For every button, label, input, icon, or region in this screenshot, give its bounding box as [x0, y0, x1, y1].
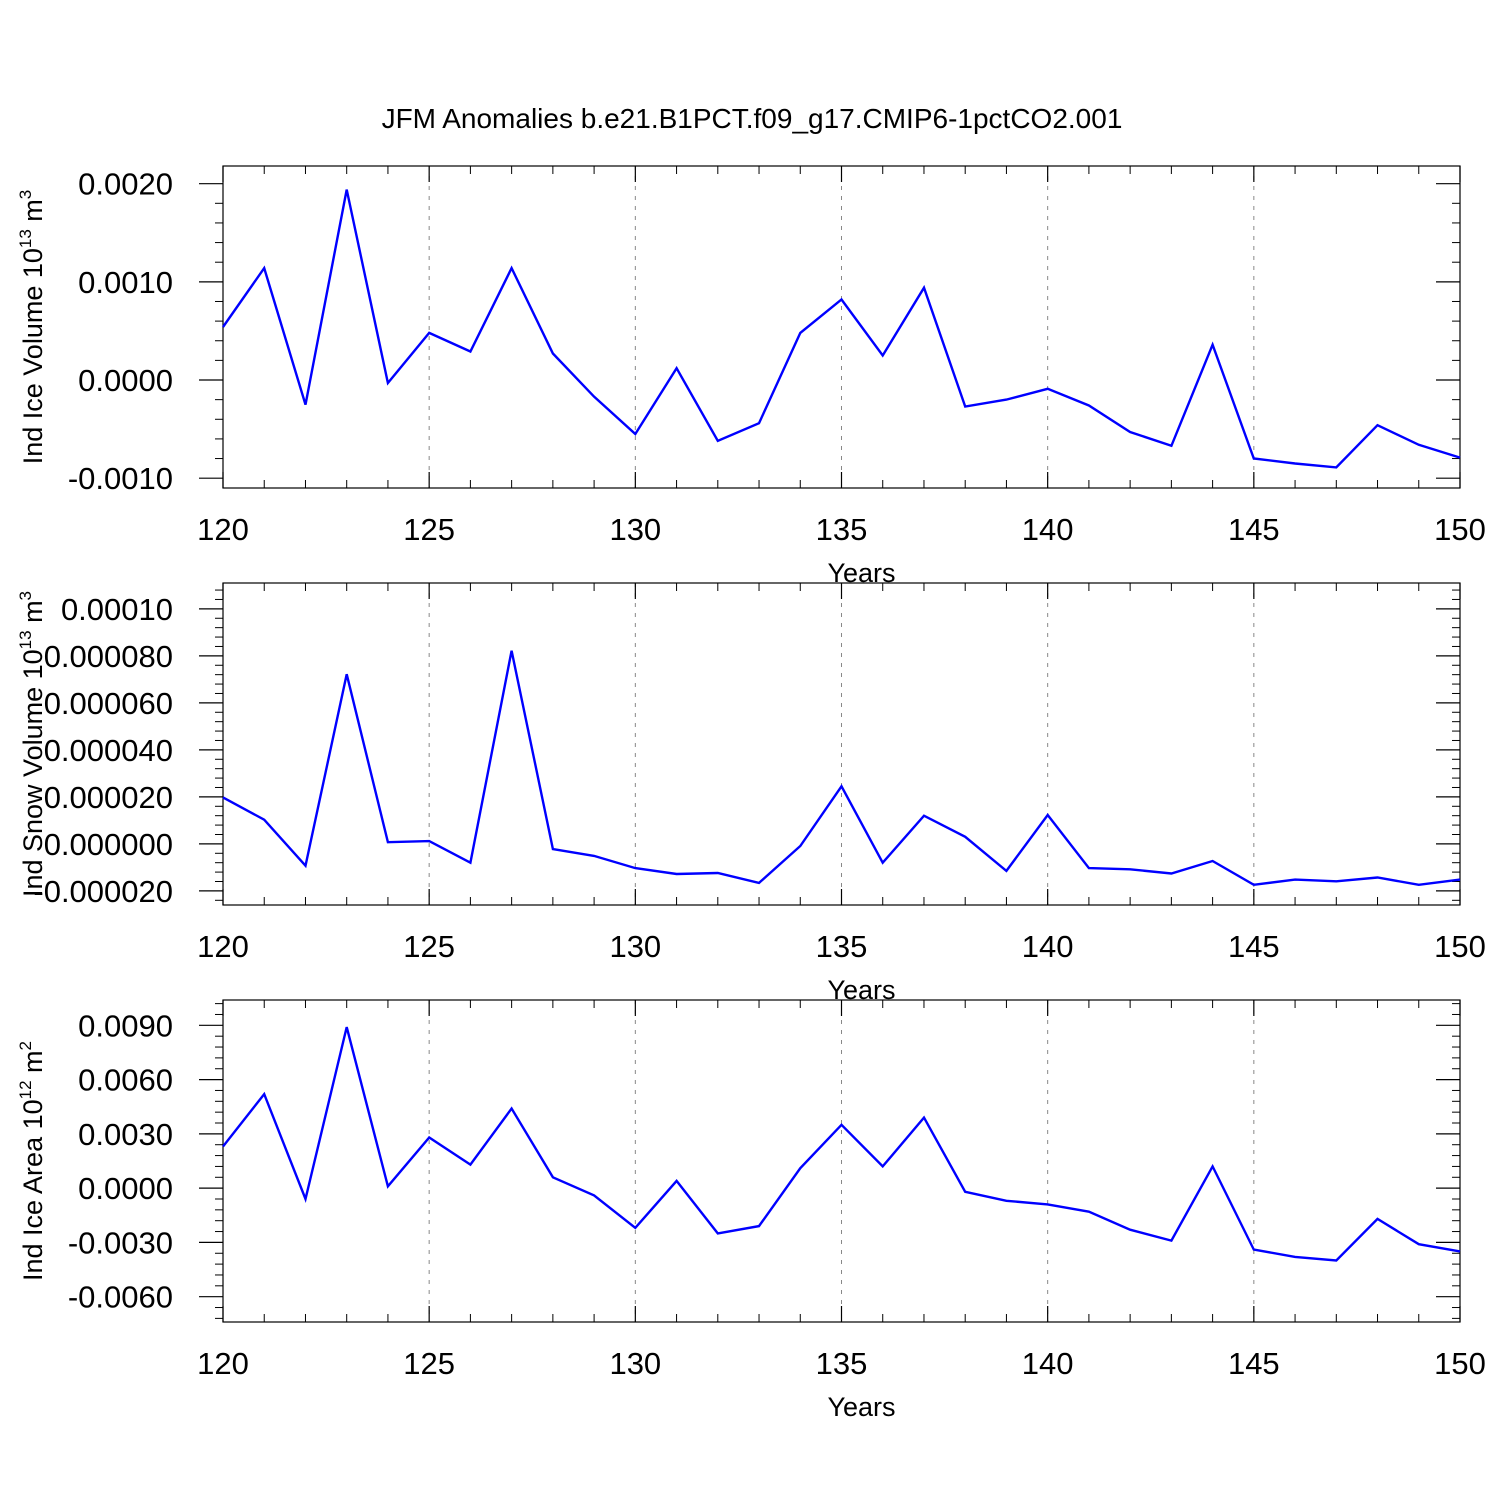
- y-tick-label: 0.0000: [78, 363, 173, 398]
- x-tick-label: 135: [816, 929, 868, 964]
- y-tick-label: 0.0010: [78, 265, 173, 300]
- y-axis-title: Ind Ice Volume 1013 m3: [16, 190, 48, 465]
- y-axis-title: Ind Snow Volume 1013 m3: [16, 591, 48, 897]
- y-tick-label: 0.000000: [44, 827, 173, 862]
- x-tick-label: 135: [816, 1346, 868, 1381]
- x-tick-label: 130: [609, 1346, 661, 1381]
- y-axis-title: Ind Ice Area 1012 m2: [16, 1041, 48, 1281]
- y-tick-label: 0.0000: [78, 1171, 173, 1206]
- panel-3: 120 125 130 135 140 145 150 -0.0060 -0.0030 0.000…: [16, 999, 1486, 1422]
- y-tick-label: 0.0030: [78, 1117, 173, 1152]
- x-tick-label: 125: [403, 512, 455, 547]
- x-tick-label: 120: [197, 512, 249, 547]
- x-tick-label: 135: [816, 512, 868, 547]
- y-tick-label: 0.000080: [44, 639, 173, 674]
- x-tick-label: 150: [1434, 512, 1486, 547]
- panel-2: 120 125 130 135 140 145 150 -0.000020 0.000000 0.…: [16, 582, 1486, 1005]
- y-tick-label: 0.0060: [78, 1063, 173, 1098]
- x-tick-label: 150: [1434, 929, 1486, 964]
- y-tick-label: 0.000040: [44, 733, 173, 768]
- panel-1: 120 125 130 135 140 145 150 -0.0010 0.0000 0.0010…: [16, 165, 1486, 588]
- x-tick-label: 125: [403, 1346, 455, 1381]
- x-tick-label: 130: [609, 512, 661, 547]
- y-tick-label: -0.0030: [68, 1225, 173, 1260]
- y-tick-label: -0.0010: [68, 461, 173, 496]
- y-tick-label: 0.000020: [44, 780, 173, 815]
- x-tick-label: 130: [609, 929, 661, 964]
- y-tick-label: -0.0060: [68, 1280, 173, 1315]
- x-tick-label: 150: [1434, 1346, 1486, 1381]
- x-tick-label: 120: [197, 929, 249, 964]
- y-tick-label: -0.000020: [33, 874, 173, 909]
- x-tick-label: 145: [1228, 929, 1280, 964]
- x-axis-title: Years: [827, 1392, 895, 1422]
- y-tick-label: 0.0090: [78, 1008, 173, 1043]
- y-tick-label: 0.000060: [44, 686, 173, 721]
- x-tick-label: 145: [1228, 1346, 1280, 1381]
- chart-panels: 120 125 130 135 140 145 150 -0.0010 0.0000 0.0010…: [16, 165, 1486, 1422]
- x-tick-label: 145: [1228, 512, 1280, 547]
- x-tick-label: 120: [197, 1346, 249, 1381]
- y-tick-label: 0.0020: [78, 167, 173, 202]
- y-tick-label: 0.00010: [61, 592, 173, 627]
- x-tick-label: 125: [403, 929, 455, 964]
- x-tick-label: 140: [1022, 1346, 1074, 1381]
- x-tick-label: 140: [1022, 929, 1074, 964]
- x-tick-label: 140: [1022, 512, 1074, 547]
- chart-title: JFM Anomalies b.e21.B1PCT.f09_g17.CMIP6-…: [382, 103, 1123, 134]
